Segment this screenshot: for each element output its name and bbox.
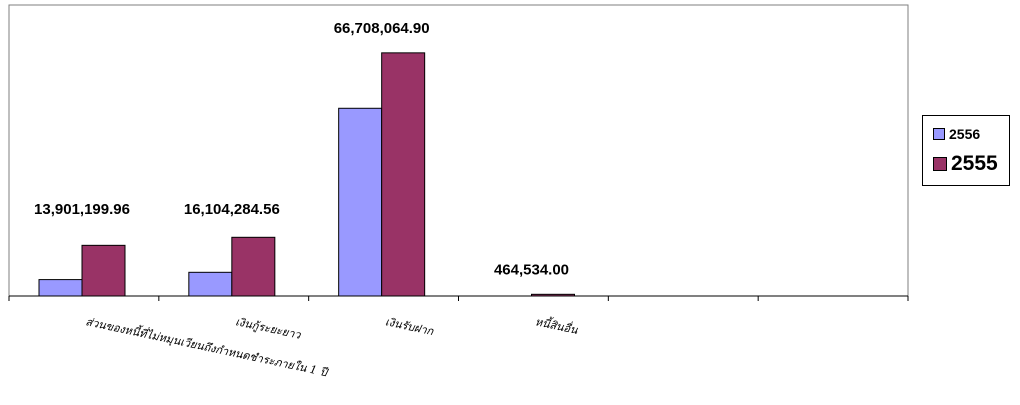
bar-2555-1 bbox=[231, 236, 276, 297]
legend-item-2555: 2555 bbox=[933, 152, 998, 176]
bar-2556-0 bbox=[38, 279, 83, 297]
legend-item-2556: 2556 bbox=[933, 126, 980, 142]
bar-2555-2 bbox=[381, 52, 426, 297]
legend-swatch-2556 bbox=[933, 128, 945, 140]
legend-label-2555: 2555 bbox=[951, 152, 998, 175]
bar-2556-2 bbox=[338, 107, 383, 297]
legend-label-2556: 2556 bbox=[949, 126, 981, 142]
data-label: 16,104,284.56 bbox=[184, 201, 280, 218]
legend: 2556 2555 bbox=[922, 115, 1010, 186]
x-tick-label: เงินกู้ระยะยาว bbox=[234, 315, 302, 342]
bar-2556-1 bbox=[188, 271, 233, 297]
x-tick-label: หนี้สินอื่น bbox=[534, 313, 580, 337]
plot-area-border bbox=[8, 4, 909, 297]
data-label: 13,901,199.96 bbox=[34, 201, 130, 218]
legend-swatch-2555 bbox=[933, 157, 947, 171]
data-label: 464,534.00 bbox=[494, 261, 569, 278]
x-tick-label: เงินรับฝาก bbox=[384, 315, 436, 338]
x-tick-label: ส่วนของหนี้ที่ไม่หมุนเวียนถึงกำหนดชำระภา… bbox=[84, 313, 330, 379]
data-label: 66,708,064.90 bbox=[334, 20, 430, 37]
bar-2555-0 bbox=[81, 244, 126, 297]
